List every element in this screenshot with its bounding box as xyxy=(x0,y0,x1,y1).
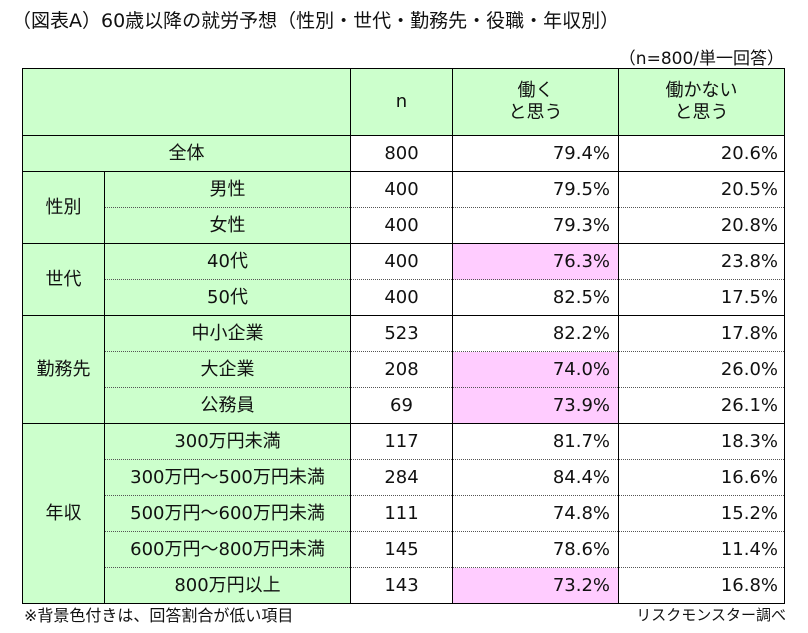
row-label: 600万円～800万円未満 xyxy=(104,531,351,568)
row-notwork: 17.8% xyxy=(618,315,785,352)
row-label: 中小企業 xyxy=(104,315,351,352)
total-work: 79.4% xyxy=(452,135,619,172)
header-work: 働く と思う xyxy=(452,68,619,136)
row-label: 500万円～600万円未満 xyxy=(104,495,351,532)
table-row: 600万円～800万円未満 145 78.6% 11.4% xyxy=(23,531,785,568)
row-work: 73.2% xyxy=(452,567,619,604)
row-notwork: 20.5% xyxy=(618,171,785,208)
table-row: 勤務先 中小企業 523 82.2% 17.8% xyxy=(22,315,785,424)
source-credit: リスクモンスター調べ xyxy=(636,606,786,624)
row-work: 76.3% xyxy=(452,243,619,280)
row-work: 82.2% xyxy=(452,315,619,352)
row-work: 82.5% xyxy=(452,279,619,316)
row-label: 800万円以上 xyxy=(104,567,351,604)
row-label: 300万円～500万円未満 xyxy=(104,459,351,496)
header-notwork-line1: 働かない xyxy=(665,80,738,101)
header-notwork-line2: と思う xyxy=(674,102,729,123)
row-n: 117 xyxy=(350,423,453,460)
row-n: 111 xyxy=(350,495,453,532)
page-title: （図表A）60歳以降の就労予想（性別・世代・勤務先・役職・年収別） xyxy=(12,10,620,32)
row-n: 400 xyxy=(350,279,453,316)
row-work: 73.9% xyxy=(452,387,619,424)
row-work: 78.6% xyxy=(452,531,619,568)
row-n: 145 xyxy=(350,531,453,568)
total-label: 全体 xyxy=(22,135,351,172)
group-label: 年収 xyxy=(22,423,105,604)
row-notwork: 23.8% xyxy=(618,243,785,280)
row-n: 400 xyxy=(350,171,453,208)
table-row: 500万円～600万円未満 111 74.8% 15.2% xyxy=(23,495,785,532)
total-n: 800 xyxy=(350,135,453,172)
row-label: 公務員 xyxy=(104,387,351,424)
table-row: 女性 400 79.3% 20.8% xyxy=(23,207,785,244)
total-notwork: 20.6% xyxy=(618,135,785,172)
row-label: 300万円未満 xyxy=(104,423,351,460)
group-label: 性別 xyxy=(22,171,105,244)
group-label: 勤務先 xyxy=(22,315,105,424)
row-notwork: 16.6% xyxy=(618,459,785,496)
group-label: 世代 xyxy=(22,243,105,316)
table-row: 性別 男性 400 79.5% 20.5% xyxy=(22,171,785,244)
row-label: 大企業 xyxy=(104,351,351,388)
header-n: n xyxy=(350,68,453,136)
table-row: 年収 300万円未満 117 81.7% 18.3% xyxy=(22,423,785,604)
row-label: 男性 xyxy=(104,171,351,208)
header-blank-cell xyxy=(22,68,351,136)
table-row: 大企業 208 74.0% 26.0% xyxy=(23,351,785,388)
total-row: 全体 800 79.4% 20.6% xyxy=(22,135,785,172)
sample-note: （n=800/単一回答） xyxy=(618,49,784,69)
row-notwork: 16.8% xyxy=(618,567,785,604)
table-row: 公務員 69 73.9% 26.1% xyxy=(23,387,785,424)
row-n: 143 xyxy=(350,567,453,604)
row-work: 74.0% xyxy=(452,351,619,388)
results-table: n 働く と思う 働かない と思う 全体 800 79.4% 20.6% 性別 男性 4… xyxy=(22,68,785,604)
row-notwork: 20.8% xyxy=(618,207,785,244)
row-label: 女性 xyxy=(104,207,351,244)
row-n: 400 xyxy=(350,243,453,280)
row-n: 523 xyxy=(350,315,453,352)
row-notwork: 26.1% xyxy=(618,387,785,424)
row-notwork: 18.3% xyxy=(618,423,785,460)
highlight-note: ※背景色付きは、回答割合が低い項目 xyxy=(24,606,294,625)
row-n: 208 xyxy=(350,351,453,388)
row-work: 84.4% xyxy=(452,459,619,496)
row-notwork: 11.4% xyxy=(618,531,785,568)
header-work-line2: と思う xyxy=(508,102,563,123)
row-n: 284 xyxy=(350,459,453,496)
table-header-row: n 働く と思う 働かない と思う xyxy=(22,68,785,136)
row-work: 79.5% xyxy=(452,171,619,208)
row-work: 81.7% xyxy=(452,423,619,460)
table-row: 50代 400 82.5% 17.5% xyxy=(23,279,785,316)
row-notwork: 26.0% xyxy=(618,351,785,388)
row-work: 74.8% xyxy=(452,495,619,532)
row-n: 400 xyxy=(350,207,453,244)
table-row: 300万円～500万円未満 284 84.4% 16.6% xyxy=(23,459,785,496)
row-notwork: 15.2% xyxy=(618,495,785,532)
row-label: 50代 xyxy=(104,279,351,316)
row-work: 79.3% xyxy=(452,207,619,244)
row-label: 40代 xyxy=(104,243,351,280)
row-notwork: 17.5% xyxy=(618,279,785,316)
table-row: 800万円以上 143 73.2% 16.8% xyxy=(23,567,785,604)
header-work-line1: 働く xyxy=(517,80,554,101)
table-row: 世代 40代 400 76.3% 23.8% xyxy=(22,243,785,316)
row-n: 69 xyxy=(350,387,453,424)
header-notwork: 働かない と思う xyxy=(618,68,785,136)
